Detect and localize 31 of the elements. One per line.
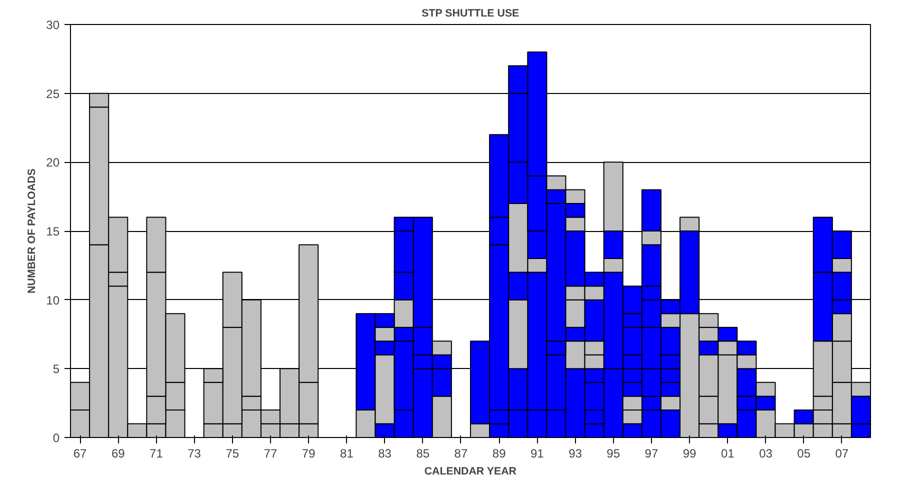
- x-tick-label: 05: [797, 446, 811, 460]
- x-tick-label: 01: [720, 446, 735, 460]
- y-tick-label: 30: [46, 18, 60, 32]
- y-tick-label: 0: [52, 431, 60, 445]
- y-tick-label: 5: [52, 362, 60, 376]
- y-tick-label: 20: [46, 156, 60, 170]
- x-tick-label: 75: [226, 446, 240, 460]
- x-tick-label: 81: [340, 446, 354, 460]
- x-tick-label: 89: [492, 446, 506, 460]
- x-tick-label: 67: [73, 446, 88, 460]
- x-tick-label: 73: [188, 446, 202, 460]
- x-tick-label: 79: [302, 446, 316, 460]
- y-tick-label: 25: [46, 86, 60, 101]
- x-tick-label: 69: [111, 446, 126, 460]
- x-tick-label: 03: [759, 446, 773, 460]
- x-tick-label: 97: [644, 446, 658, 460]
- x-tick-label: 87: [454, 446, 468, 460]
- x-tick-label: 91: [530, 446, 544, 460]
- x-axis-title: CALENDAR YEAR: [424, 466, 517, 478]
- x-tick-label: 93: [568, 446, 582, 460]
- x-tick-label: 83: [378, 446, 392, 460]
- x-tick-label: 07: [835, 446, 849, 460]
- x-tick-label: 77: [264, 446, 278, 460]
- y-axis-title: NUMBER OF PAYLOADS: [26, 168, 38, 294]
- y-tick-label: 10: [46, 293, 60, 308]
- x-tick-label: 95: [606, 446, 620, 460]
- x-tick-label: 99: [682, 446, 697, 460]
- chart-title: STP SHUTTLE USE: [422, 8, 520, 20]
- y-tick-label: 15: [46, 224, 60, 238]
- x-tick-label: 71: [150, 446, 164, 460]
- x-tick-label: 85: [416, 446, 430, 460]
